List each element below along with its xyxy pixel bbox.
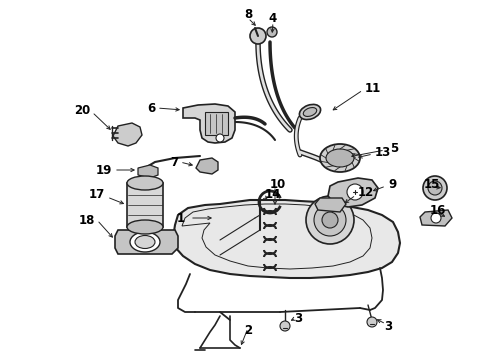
Circle shape — [267, 27, 277, 37]
Polygon shape — [328, 178, 378, 207]
Circle shape — [314, 204, 346, 236]
Circle shape — [431, 213, 441, 223]
Polygon shape — [173, 200, 400, 278]
Circle shape — [216, 134, 224, 142]
Text: 1: 1 — [177, 211, 185, 225]
Circle shape — [306, 196, 354, 244]
Text: 3: 3 — [294, 311, 302, 324]
Polygon shape — [183, 104, 235, 143]
Polygon shape — [315, 198, 346, 212]
Polygon shape — [205, 112, 228, 135]
Polygon shape — [420, 210, 452, 226]
Text: 18: 18 — [78, 213, 95, 226]
Circle shape — [347, 184, 363, 200]
Polygon shape — [196, 158, 218, 174]
Polygon shape — [138, 165, 158, 178]
Ellipse shape — [135, 235, 155, 248]
Text: 8: 8 — [244, 8, 252, 21]
Polygon shape — [113, 123, 142, 146]
Ellipse shape — [326, 149, 354, 167]
Circle shape — [250, 28, 266, 44]
Ellipse shape — [130, 232, 160, 252]
Circle shape — [428, 181, 442, 195]
Text: 5: 5 — [390, 141, 398, 154]
Polygon shape — [127, 183, 163, 227]
Text: 12: 12 — [358, 186, 374, 199]
Circle shape — [423, 176, 447, 200]
Text: 20: 20 — [74, 104, 90, 117]
Circle shape — [280, 321, 290, 331]
Polygon shape — [115, 230, 178, 254]
Circle shape — [322, 212, 338, 228]
Ellipse shape — [303, 108, 317, 116]
Text: 16: 16 — [430, 203, 446, 216]
Text: 6: 6 — [147, 102, 155, 114]
Text: 2: 2 — [244, 324, 252, 337]
Text: 3: 3 — [384, 320, 392, 333]
Text: 14: 14 — [265, 188, 281, 201]
Text: 10: 10 — [270, 177, 286, 190]
Ellipse shape — [127, 220, 163, 234]
Circle shape — [367, 317, 377, 327]
Text: 13: 13 — [375, 145, 391, 158]
Text: 9: 9 — [388, 177, 396, 190]
Ellipse shape — [320, 144, 360, 172]
Ellipse shape — [127, 176, 163, 190]
Text: 19: 19 — [96, 163, 112, 176]
Text: 7: 7 — [170, 156, 178, 168]
Text: 11: 11 — [365, 81, 381, 94]
Ellipse shape — [299, 104, 320, 120]
Text: 17: 17 — [89, 189, 105, 202]
Text: 4: 4 — [269, 12, 277, 24]
Text: 15: 15 — [424, 179, 440, 192]
